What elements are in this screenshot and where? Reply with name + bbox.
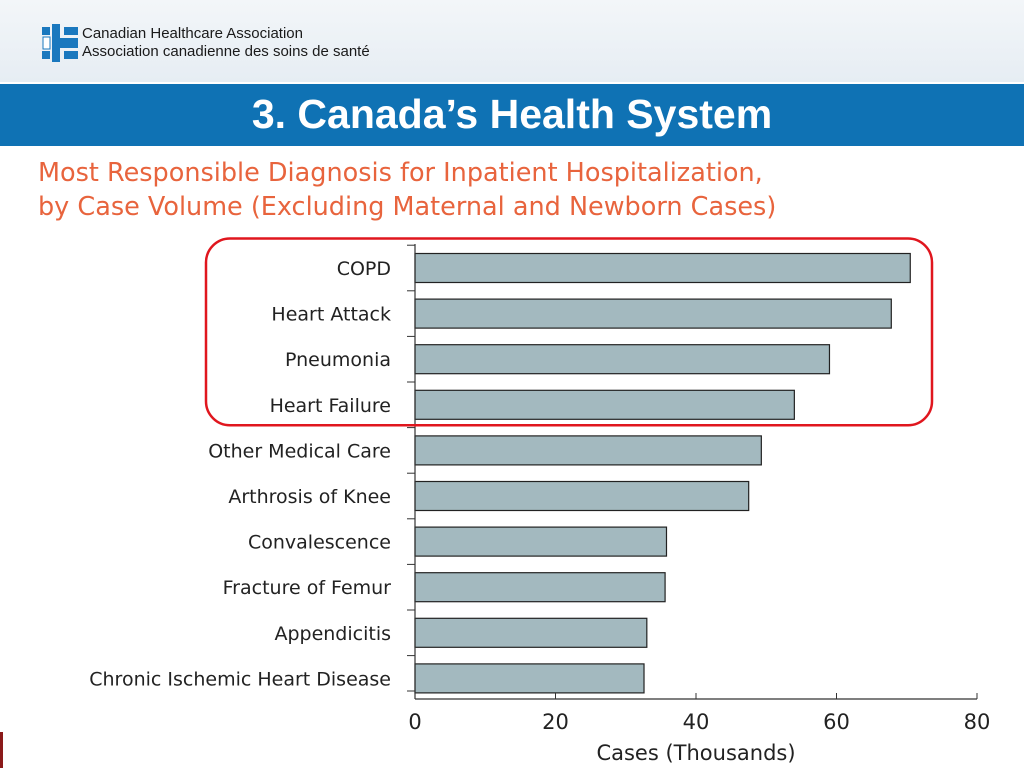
category-label: Heart Attack [271,304,391,326]
bar-4 [414,435,762,466]
category-label: Chronic Ischemic Heart Disease [89,668,391,690]
x-tick-label: 20 [542,710,569,734]
category-label: COPD [337,258,391,280]
category-label: Arthrosis of Knee [228,486,391,508]
organization-name: Canadian Healthcare Association Associat… [82,25,370,61]
bar-1 [414,298,892,329]
x-tick-label: 0 [408,710,421,734]
title-bar: 3. Canada’s Health System [0,84,1024,146]
chart-title-line-2: by Case Volume (Excluding Maternal and N… [38,192,777,222]
category-label: Pneumonia [285,349,391,371]
bar-2 [414,344,831,375]
bar-8 [414,617,648,648]
category-label: Heart Failure [270,395,391,417]
x-axis-label: Cases (Thousands) [596,741,795,765]
bar-7 [414,572,666,603]
category-label: Other Medical Care [208,440,391,462]
bar-3 [414,389,795,420]
highlight-box [204,237,934,427]
chart-title-line-1: Most Responsible Diagnosis for Inpatient… [38,158,763,188]
x-tick-label: 60 [823,710,850,734]
category-label: Appendicitis [274,623,391,645]
organization-name-fr: Association canadienne des soins de sant… [82,43,370,60]
bar-chart: COPD Heart Attack Pneumonia Heart Failure Ot… [89,237,991,765]
bar-5 [414,480,750,512]
cha-logo-icon [42,24,78,62]
header-band [0,0,1024,82]
x-tick-label: 40 [683,710,710,734]
organization-name-en: Canadian Healthcare Association [82,25,303,42]
bar-0 [414,252,911,284]
category-label: Fracture of Femur [223,577,392,599]
category-label: Convalescence [248,532,391,554]
x-tick-label: 80 [964,710,991,734]
bar-6 [414,526,668,557]
left-edge-accent [0,732,3,768]
chart-title: Most Responsible Diagnosis for Inpatient… [38,156,1008,224]
slide-title: 3. Canada’s Health System [251,91,773,137]
bar-9 [414,663,645,694]
